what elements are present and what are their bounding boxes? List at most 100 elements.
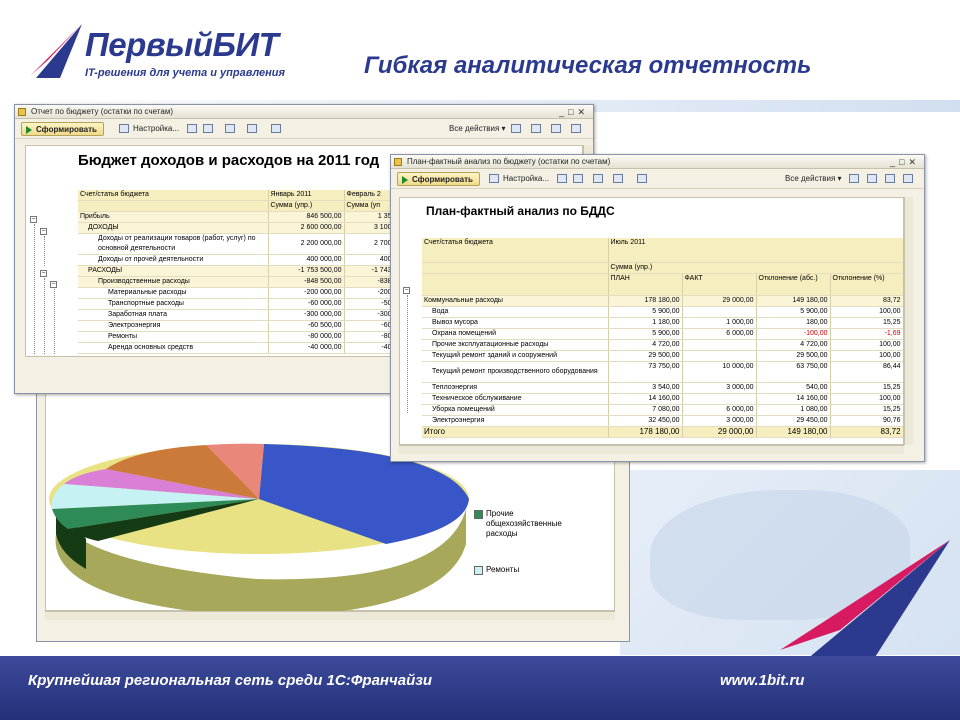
table-row[interactable]: Прочие эксплуатационные расходы 4 720,00… [422, 339, 903, 351]
row-label: Аренда основных средств [78, 342, 269, 354]
tree-collapse-icon[interactable]: − [403, 287, 410, 294]
row-deviation-abs: 14 160,00 [756, 393, 831, 405]
window-controls[interactable]: _□✕ [559, 107, 589, 117]
row-value: 400 000,00 [268, 254, 345, 266]
column-subheader: Сумма (упр.) [268, 200, 345, 212]
row-label: Материальные расходы [78, 287, 269, 299]
total-label: Итого [422, 426, 609, 438]
row-deviation-pct: 100,00 [830, 393, 903, 405]
table-row[interactable]: Теплоэнергия 3 540,00 3 000,00 540,00 15… [422, 382, 903, 394]
help-icon[interactable] [903, 174, 913, 183]
row-deviation-pct: 100,00 [830, 339, 903, 351]
table-icon[interactable] [511, 124, 521, 133]
row-deviation-abs: 63 750,00 [756, 361, 831, 383]
window-controls[interactable]: _□✕ [890, 157, 920, 167]
form-report-button[interactable]: Сформировать [21, 122, 104, 136]
font-icon[interactable] [613, 174, 623, 183]
row-plan: 5 900,00 [608, 328, 683, 340]
table-icon[interactable] [849, 174, 859, 183]
export-icon[interactable] [867, 174, 877, 183]
column-subheader: Сумма (уп [344, 200, 395, 212]
row-fact: 3 000,00 [682, 415, 757, 427]
window-titlebar[interactable]: Отчет по бюджету (остатки по счетам) _□✕ [15, 105, 593, 119]
row-value: -1 743 [344, 265, 395, 277]
background-map [620, 470, 960, 655]
row-plan: 3 540,00 [608, 382, 683, 394]
footer-bar: Крупнейшая региональная сеть среди 1С:Фр… [0, 656, 960, 720]
row-label: Теплоэнергия [422, 382, 609, 394]
table-row[interactable]: Техническое обслуживание 14 160,00 14 16… [422, 393, 903, 405]
footer-sail-icon [780, 540, 950, 665]
settings-icon[interactable] [119, 124, 129, 133]
row-value: 2 700 [344, 233, 395, 255]
footer-website-link[interactable]: www.1bit.ru [720, 672, 805, 689]
total-deviation-pct: 83,72 [830, 426, 903, 438]
report-title: Бюджет доходов и расходов на 2011 год [78, 152, 380, 169]
vertical-scrollbar[interactable] [904, 197, 913, 445]
table-row[interactable]: Охрана помещений 5 900,00 6 000,00 -100,… [422, 328, 903, 340]
row-value: -300 [344, 309, 395, 321]
table-row[interactable]: Коммунальные расходы 178 180,00 29 000,0… [422, 295, 903, 307]
list-icon[interactable] [551, 124, 561, 133]
tree-collapse-icon[interactable]: − [40, 270, 47, 277]
table-row[interactable]: Электроэнергия 32 450,00 3 000,00 29 450… [422, 415, 903, 427]
row-label: Техническое обслуживание [422, 393, 609, 405]
all-actions-menu[interactable]: Все действия ▾ [449, 124, 506, 133]
load-icon[interactable] [573, 174, 583, 183]
table-row[interactable]: Текущий ремонт производственного оборудо… [422, 361, 903, 383]
settings-icon[interactable] [489, 174, 499, 183]
row-value: -40 [344, 342, 395, 354]
window-titlebar[interactable]: План-фактный анализ по бюджету (остатки … [391, 155, 924, 169]
row-deviation-abs: 29 450,00 [756, 415, 831, 427]
tree-line [44, 278, 45, 354]
save-icon[interactable] [557, 174, 567, 183]
all-actions-menu[interactable]: Все действия ▾ [785, 174, 842, 183]
pie-side-yellow [55, 499, 466, 617]
legend-swatch [474, 510, 483, 519]
tree-collapse-icon[interactable]: − [40, 228, 47, 235]
export-icon[interactable] [531, 124, 541, 133]
row-label: Вода [422, 306, 609, 318]
pie-slice-magenta [64, 469, 259, 499]
settings-button[interactable]: Настройка... [503, 174, 550, 183]
slide-title: Гибкая аналитическая отчетность [364, 52, 812, 79]
row-plan: 1 180,00 [608, 317, 683, 329]
tree-collapse-icon[interactable]: − [50, 281, 57, 288]
row-label: Ремонты [78, 331, 269, 343]
horizontal-scrollbar[interactable] [399, 445, 904, 454]
column-header: ПЛАН [608, 273, 683, 296]
row-deviation-pct: 15,25 [830, 317, 903, 329]
print-icon[interactable] [225, 124, 235, 133]
legend-item-other-expenses: Прочие общехозяйственные расходы [474, 509, 576, 539]
window-icon [394, 158, 402, 166]
chart-horizontal-scrollbar[interactable] [45, 611, 615, 620]
table-row[interactable]: Текущий ремонт зданий и сооружений 29 50… [422, 350, 903, 362]
save-icon[interactable] [187, 124, 197, 133]
row-plan: 4 720,00 [608, 339, 683, 351]
plan-fact-table: Счет/статья бюджета Июль 2011 Сумма (упр… [422, 238, 903, 438]
row-fact [682, 339, 757, 351]
bit-icon[interactable] [271, 124, 281, 133]
print-icon[interactable] [593, 174, 603, 183]
help-icon[interactable] [571, 124, 581, 133]
table-row[interactable]: Вывоз мусора 1 180,00 1 000,00 180,00 15… [422, 317, 903, 329]
row-deviation-pct: 100,00 [830, 306, 903, 318]
row-deviation-abs: 29 500,00 [756, 350, 831, 362]
table-row[interactable]: Вода 5 900,00 5 900,00 100,00 [422, 306, 903, 318]
plan-fact-window: План-фактный анализ по бюджету (остатки … [390, 154, 925, 462]
row-value: -80 000,00 [268, 331, 345, 343]
row-value: -200 [344, 287, 395, 299]
bit-icon[interactable] [637, 174, 647, 183]
font-icon[interactable] [247, 124, 257, 133]
form-report-button[interactable]: Сформировать [397, 172, 480, 186]
list-icon[interactable] [885, 174, 895, 183]
tree-collapse-icon[interactable]: − [30, 216, 37, 223]
row-deviation-abs: 4 720,00 [756, 339, 831, 351]
settings-button[interactable]: Настройка... [133, 124, 180, 133]
load-icon[interactable] [203, 124, 213, 133]
pie-slice-green [52, 499, 259, 529]
row-value: -80 [344, 331, 395, 343]
table-row[interactable]: Уборка помещений 7 080,00 6 000,00 1 080… [422, 404, 903, 416]
table-total-row[interactable]: Итого 178 180,00 29 000,00 149 180,00 83… [422, 426, 903, 438]
row-value: -60 500,00 [268, 320, 345, 332]
